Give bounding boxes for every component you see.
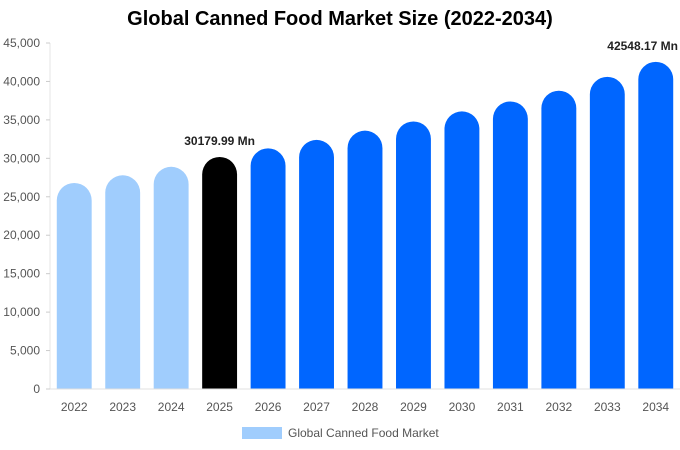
bar-2033[interactable] — [589, 76, 625, 390]
data-label-2034: 42548.17 Mn — [607, 39, 678, 53]
y-tick-label: 35,000 — [3, 113, 40, 127]
y-axis: 0 5,000 10,000 15,000 20,000 25,000 30,000 35,0… — [3, 36, 51, 396]
x-tick-label-2027: 2027 — [303, 400, 330, 414]
bar-2024[interactable] — [153, 166, 189, 389]
x-tick-label-2029: 2029 — [400, 400, 427, 414]
legend-swatch — [242, 427, 282, 439]
bar-2025[interactable] — [202, 156, 238, 389]
bar-2028[interactable] — [347, 130, 383, 389]
y-tick-label: 0 — [33, 382, 40, 396]
x-tick-label-2023: 2023 — [109, 400, 136, 414]
data-label-2025: 30179.99 Mn — [184, 134, 255, 148]
x-tick-label-2024: 2024 — [158, 400, 185, 414]
bars-group — [56, 61, 674, 390]
bar-2022[interactable] — [56, 182, 92, 389]
x-tick-label-2034: 2034 — [642, 400, 669, 414]
bar-2031[interactable] — [492, 101, 528, 389]
x-tick-label-2033: 2033 — [594, 400, 621, 414]
y-tick-label: 5,000 — [10, 344, 40, 358]
y-tick-label: 20,000 — [3, 228, 40, 242]
bar-2030[interactable] — [444, 111, 480, 390]
bar-2034[interactable] — [638, 61, 674, 389]
x-tick-label-2032: 2032 — [545, 400, 572, 414]
bar-2029[interactable] — [396, 121, 431, 390]
bar-2027[interactable] — [299, 139, 334, 389]
x-axis: 2022 2023 2024 2025 2026 2027 2028 2029 2030 2031… — [50, 388, 680, 414]
y-tick-label: 15,000 — [3, 267, 40, 281]
x-tick-label-2025: 2025 — [206, 400, 233, 414]
x-tick-label-2022: 2022 — [61, 400, 88, 414]
y-tick-label: 40,000 — [3, 74, 40, 88]
x-tick-label-2026: 2026 — [255, 400, 282, 414]
bar-2032[interactable] — [541, 90, 577, 390]
legend-label[interactable]: Global Canned Food Market — [288, 426, 439, 440]
chart-title: Global Canned Food Market Size (2022-203… — [127, 8, 553, 30]
y-tick-label: 25,000 — [3, 190, 40, 204]
x-tick-label-2031: 2031 — [497, 400, 524, 414]
legend[interactable]: Global Canned Food Market — [242, 426, 439, 440]
y-tick-label: 10,000 — [3, 305, 40, 319]
annotations-group: 30179.99 Mn 42548.17 Mn — [184, 39, 678, 148]
y-tick-label: 45,000 — [3, 36, 40, 50]
x-tick-label-2030: 2030 — [449, 400, 476, 414]
y-tick-label: 30,000 — [3, 151, 40, 165]
bar-2023[interactable] — [105, 175, 141, 389]
x-tick-label-2028: 2028 — [352, 400, 379, 414]
bar-2026[interactable] — [250, 148, 286, 389]
